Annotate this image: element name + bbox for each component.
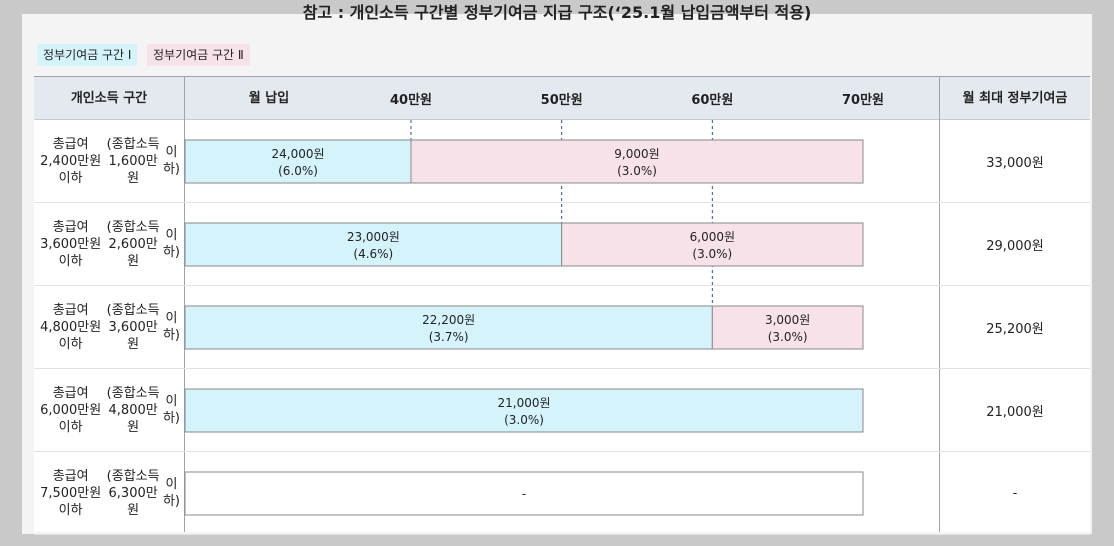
bar-segment <box>711 305 864 350</box>
row-income-line: 총급여 3,600만원 이하 <box>40 219 102 269</box>
x-tick-label: 70만원 <box>842 92 884 108</box>
bar-amount-label: 6,000원 <box>690 230 735 244</box>
bar-rate-label: (3.0%) <box>617 164 657 178</box>
row-income-line: 이하) <box>162 311 181 343</box>
row-income-line: (종합소득 4,800만원 <box>106 385 160 435</box>
bar-amount-label: 3,000원 <box>765 313 810 327</box>
bar-segment <box>410 139 864 184</box>
bar-amount-label: 22,200원 <box>422 313 475 327</box>
x-tick-label: 40만원 <box>390 92 432 108</box>
table-row: 총급여 6,000만원 이하 (종합소득 4,800만원 이하) 21,000원 <box>34 369 1090 452</box>
divider-left <box>184 76 185 532</box>
bar-segment <box>184 139 412 184</box>
bar-rate-label: (3.0%) <box>692 247 732 261</box>
legend-tier1: 정부기여금 구간 Ⅰ <box>37 44 138 66</box>
bar-rate-label: (6.0%) <box>278 164 318 178</box>
bar-amount-label: 24,000원 <box>271 147 324 161</box>
row-income-line: 이하) <box>162 394 181 426</box>
bar-rate-label: (3.0%) <box>504 413 544 427</box>
row-income-line: 총급여 4,800만원 이하 <box>40 302 102 352</box>
bar-rate-label: (3.7%) <box>429 330 469 344</box>
row-income-line: (종합소득 2,600만원 <box>106 219 160 269</box>
contribution-table: 개인소득 구간 월 납입 월 최대 정부기여금 총급여 2,400만원 이하 (종… <box>34 76 1090 535</box>
row-max-contribution: - <box>1012 485 1018 501</box>
bar-segment <box>184 388 864 433</box>
row-income-line: 이하) <box>162 228 181 260</box>
row-income-line: 이하) <box>162 145 181 177</box>
bar-rate-label: (3.0%) <box>768 330 808 344</box>
row-max-contribution: 33,000원 <box>986 155 1044 171</box>
bar-amount-label: 21,000원 <box>497 396 550 410</box>
x-tick-label: 60만원 <box>691 92 733 108</box>
table-row: 총급여 4,800만원 이하 (종합소득 3,600만원 이하) 25,200원 <box>34 286 1090 369</box>
row-income-line: (종합소득 6,300만원 <box>106 468 160 518</box>
row-income-line: 이하) <box>162 477 181 509</box>
header-payment: 월 납입 <box>248 91 290 106</box>
bar-amount-label: 23,000원 <box>347 230 400 244</box>
table-row: 총급여 7,500만원 이하 (종합소득 6,300만원 이하) - <box>34 452 1090 535</box>
row-income-label: 총급여 6,000만원 이하 (종합소득 4,800만원 이하) <box>34 369 184 451</box>
bar-amount-label: 9,000원 <box>614 147 659 161</box>
row-income-line: 총급여 7,500만원 이하 <box>40 468 102 518</box>
table-row: 총급여 2,400만원 이하 (종합소득 1,600만원 이하) 33,000원 <box>34 120 1090 203</box>
row-max-contribution: 25,200원 <box>986 321 1044 337</box>
chart-title: 참고 : 개인소득 구간별 정부기여금 지급 구조(‘25.1월 납입금액부터 … <box>302 3 812 22</box>
bar-segment <box>184 305 713 350</box>
x-tick-label: 50만원 <box>541 92 583 108</box>
bar-rate-label: (4.6%) <box>353 247 393 261</box>
legend-tier2: 정부기여금 구간 Ⅱ <box>147 44 250 66</box>
row-income-line: (종합소득 1,600만원 <box>106 136 160 186</box>
row-max-contribution: 29,000원 <box>986 238 1044 254</box>
header-max: 월 최대 정부기여금 <box>962 91 1068 106</box>
bar-amount-label: - <box>522 487 526 501</box>
bar-segment <box>184 471 864 516</box>
row-income-line: 총급여 6,000만원 이하 <box>40 385 102 435</box>
row-income-line: 총급여 2,400만원 이하 <box>40 136 102 186</box>
row-income-label: 총급여 7,500만원 이하 (종합소득 6,300만원 이하) <box>34 452 184 534</box>
row-income-label: 총급여 3,600만원 이하 (종합소득 2,600만원 이하) <box>34 203 184 285</box>
divider-right <box>939 76 940 532</box>
bar-segment <box>561 222 864 267</box>
row-income-label: 총급여 2,400만원 이하 (종합소득 1,600만원 이하) <box>34 120 184 202</box>
table-header: 개인소득 구간 월 납입 월 최대 정부기여금 <box>34 76 1090 120</box>
bar-chart: 40만원 50만원 60만원 70만원 24,000원 (6.0%) 9,000원 (3.0%… <box>184 92 884 516</box>
row-income-label: 총급여 4,800만원 이하 (종합소득 3,600만원 이하) <box>34 286 184 368</box>
row-max-contribution: 21,000원 <box>986 404 1044 420</box>
header-income: 개인소득 구간 <box>70 91 148 106</box>
bar-segment <box>184 222 563 267</box>
row-income-line: (종합소득 3,600만원 <box>106 302 160 352</box>
table-row: 총급여 3,600만원 이하 (종합소득 2,600만원 이하) 29,000원 <box>34 203 1090 286</box>
